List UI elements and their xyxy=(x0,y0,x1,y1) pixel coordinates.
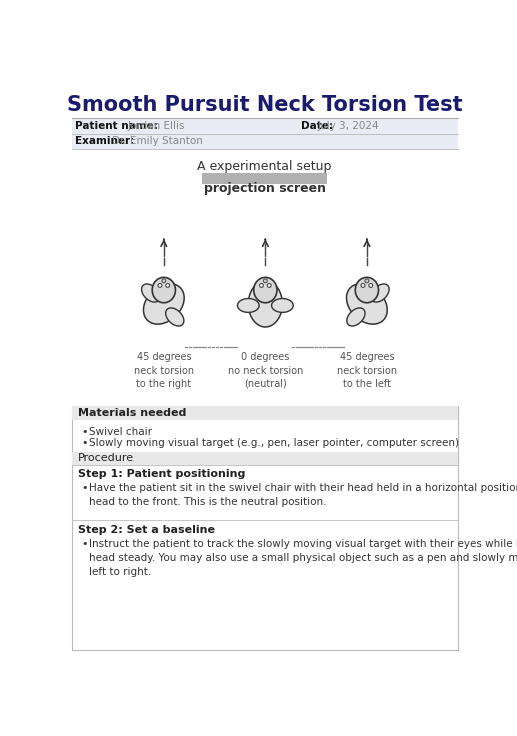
Ellipse shape xyxy=(361,283,365,287)
Text: Patient name:: Patient name: xyxy=(74,121,158,131)
Ellipse shape xyxy=(254,277,277,302)
Text: Smooth Pursuit Neck Torsion Test: Smooth Pursuit Neck Torsion Test xyxy=(67,95,462,116)
Text: •: • xyxy=(82,539,88,549)
Ellipse shape xyxy=(264,279,267,283)
Ellipse shape xyxy=(152,277,175,302)
Polygon shape xyxy=(371,284,389,302)
Polygon shape xyxy=(165,308,184,326)
Ellipse shape xyxy=(365,279,369,283)
Polygon shape xyxy=(347,308,365,326)
Ellipse shape xyxy=(166,283,170,287)
Polygon shape xyxy=(271,299,293,312)
Text: Examiner:: Examiner: xyxy=(74,136,134,146)
Text: Slowly moving visual target (e.g., pen, laser pointer, computer screen): Slowly moving visual target (e.g., pen, … xyxy=(89,438,460,448)
Text: July 3, 2024: July 3, 2024 xyxy=(318,121,379,131)
Text: Swivel chair: Swivel chair xyxy=(89,427,153,437)
Ellipse shape xyxy=(369,283,373,287)
Text: •: • xyxy=(82,484,88,493)
Ellipse shape xyxy=(158,283,162,287)
Ellipse shape xyxy=(162,279,166,283)
Polygon shape xyxy=(152,290,175,313)
Text: 0 degrees
no neck torsion
(neutral): 0 degrees no neck torsion (neutral) xyxy=(227,353,303,389)
FancyBboxPatch shape xyxy=(202,173,327,184)
Text: 45 degrees
neck torsion
to the left: 45 degrees neck torsion to the left xyxy=(337,353,397,389)
Text: projection screen: projection screen xyxy=(204,182,326,195)
Text: Materials needed: Materials needed xyxy=(78,408,186,418)
FancyBboxPatch shape xyxy=(72,406,458,420)
FancyBboxPatch shape xyxy=(72,118,458,134)
Ellipse shape xyxy=(267,283,271,287)
Text: Instruct the patient to track the slowly moving visual target with their eyes wh: Instruct the patient to track the slowly… xyxy=(89,539,517,577)
Text: Jordan Ellis: Jordan Ellis xyxy=(127,121,185,131)
Text: Step 2: Set a baseline: Step 2: Set a baseline xyxy=(78,525,215,534)
Text: Procedure: Procedure xyxy=(78,453,134,463)
Ellipse shape xyxy=(355,277,378,302)
Text: Dr. Emily Stanton: Dr. Emily Stanton xyxy=(112,136,203,146)
Polygon shape xyxy=(143,283,184,324)
Text: 45 degrees
neck torsion
to the right: 45 degrees neck torsion to the right xyxy=(134,353,194,389)
Text: Have the patient sit in the swivel chair with their head held in a horizontal po: Have the patient sit in the swivel chair… xyxy=(89,484,517,507)
Text: •: • xyxy=(82,427,88,437)
Text: Date:: Date: xyxy=(301,121,333,131)
Polygon shape xyxy=(346,283,387,324)
Polygon shape xyxy=(355,290,378,313)
FancyBboxPatch shape xyxy=(72,406,458,651)
Polygon shape xyxy=(249,286,282,318)
Polygon shape xyxy=(248,281,282,327)
Polygon shape xyxy=(142,284,160,302)
Text: A experimental setup: A experimental setup xyxy=(197,160,332,174)
Polygon shape xyxy=(237,299,259,312)
Ellipse shape xyxy=(260,283,264,287)
FancyBboxPatch shape xyxy=(72,452,458,465)
Text: Step 1: Patient positioning: Step 1: Patient positioning xyxy=(78,469,245,479)
Text: •: • xyxy=(82,438,88,448)
FancyBboxPatch shape xyxy=(72,134,458,149)
